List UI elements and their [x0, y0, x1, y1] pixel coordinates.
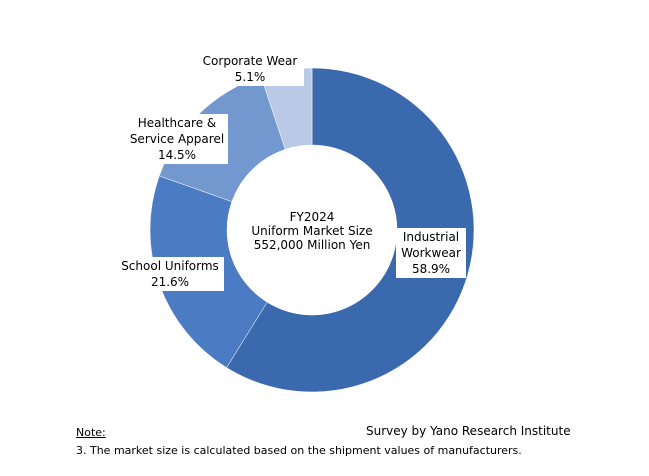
value-label: 58.9%: [411, 262, 451, 276]
source: Survey by Yano Research Institute: [366, 424, 571, 438]
segment-label: Corporate Wear 5.1%: [196, 52, 304, 86]
segment-label: School Uniforms 21.6%: [116, 257, 224, 291]
segment-label: Healthcare & Service Apparel 14.5%: [126, 114, 228, 164]
value-label: 14.5%: [157, 148, 197, 162]
center-text: FY2024 Uniform Market Size 552,000 Milli…: [242, 210, 382, 252]
value-label: 5.1%: [234, 70, 266, 84]
center-line: FY2024: [289, 210, 335, 224]
category-label: Healthcare & Service Apparel: [129, 116, 225, 146]
value-label: 21.6%: [150, 275, 190, 289]
category-label: Corporate Wear: [202, 54, 298, 68]
center-line: 552,000 Million Yen: [253, 238, 371, 252]
donut-segment: [226, 67, 475, 393]
note-label: Note:: [76, 426, 106, 439]
category-label: Industrial Workwear: [401, 230, 461, 260]
category-label: School Uniforms: [121, 259, 219, 273]
note: 3. The market size is calculated based o…: [76, 444, 522, 457]
center-line: Uniform Market Size: [251, 224, 373, 238]
segment-label: Industrial Workwear 58.9%: [396, 228, 466, 278]
